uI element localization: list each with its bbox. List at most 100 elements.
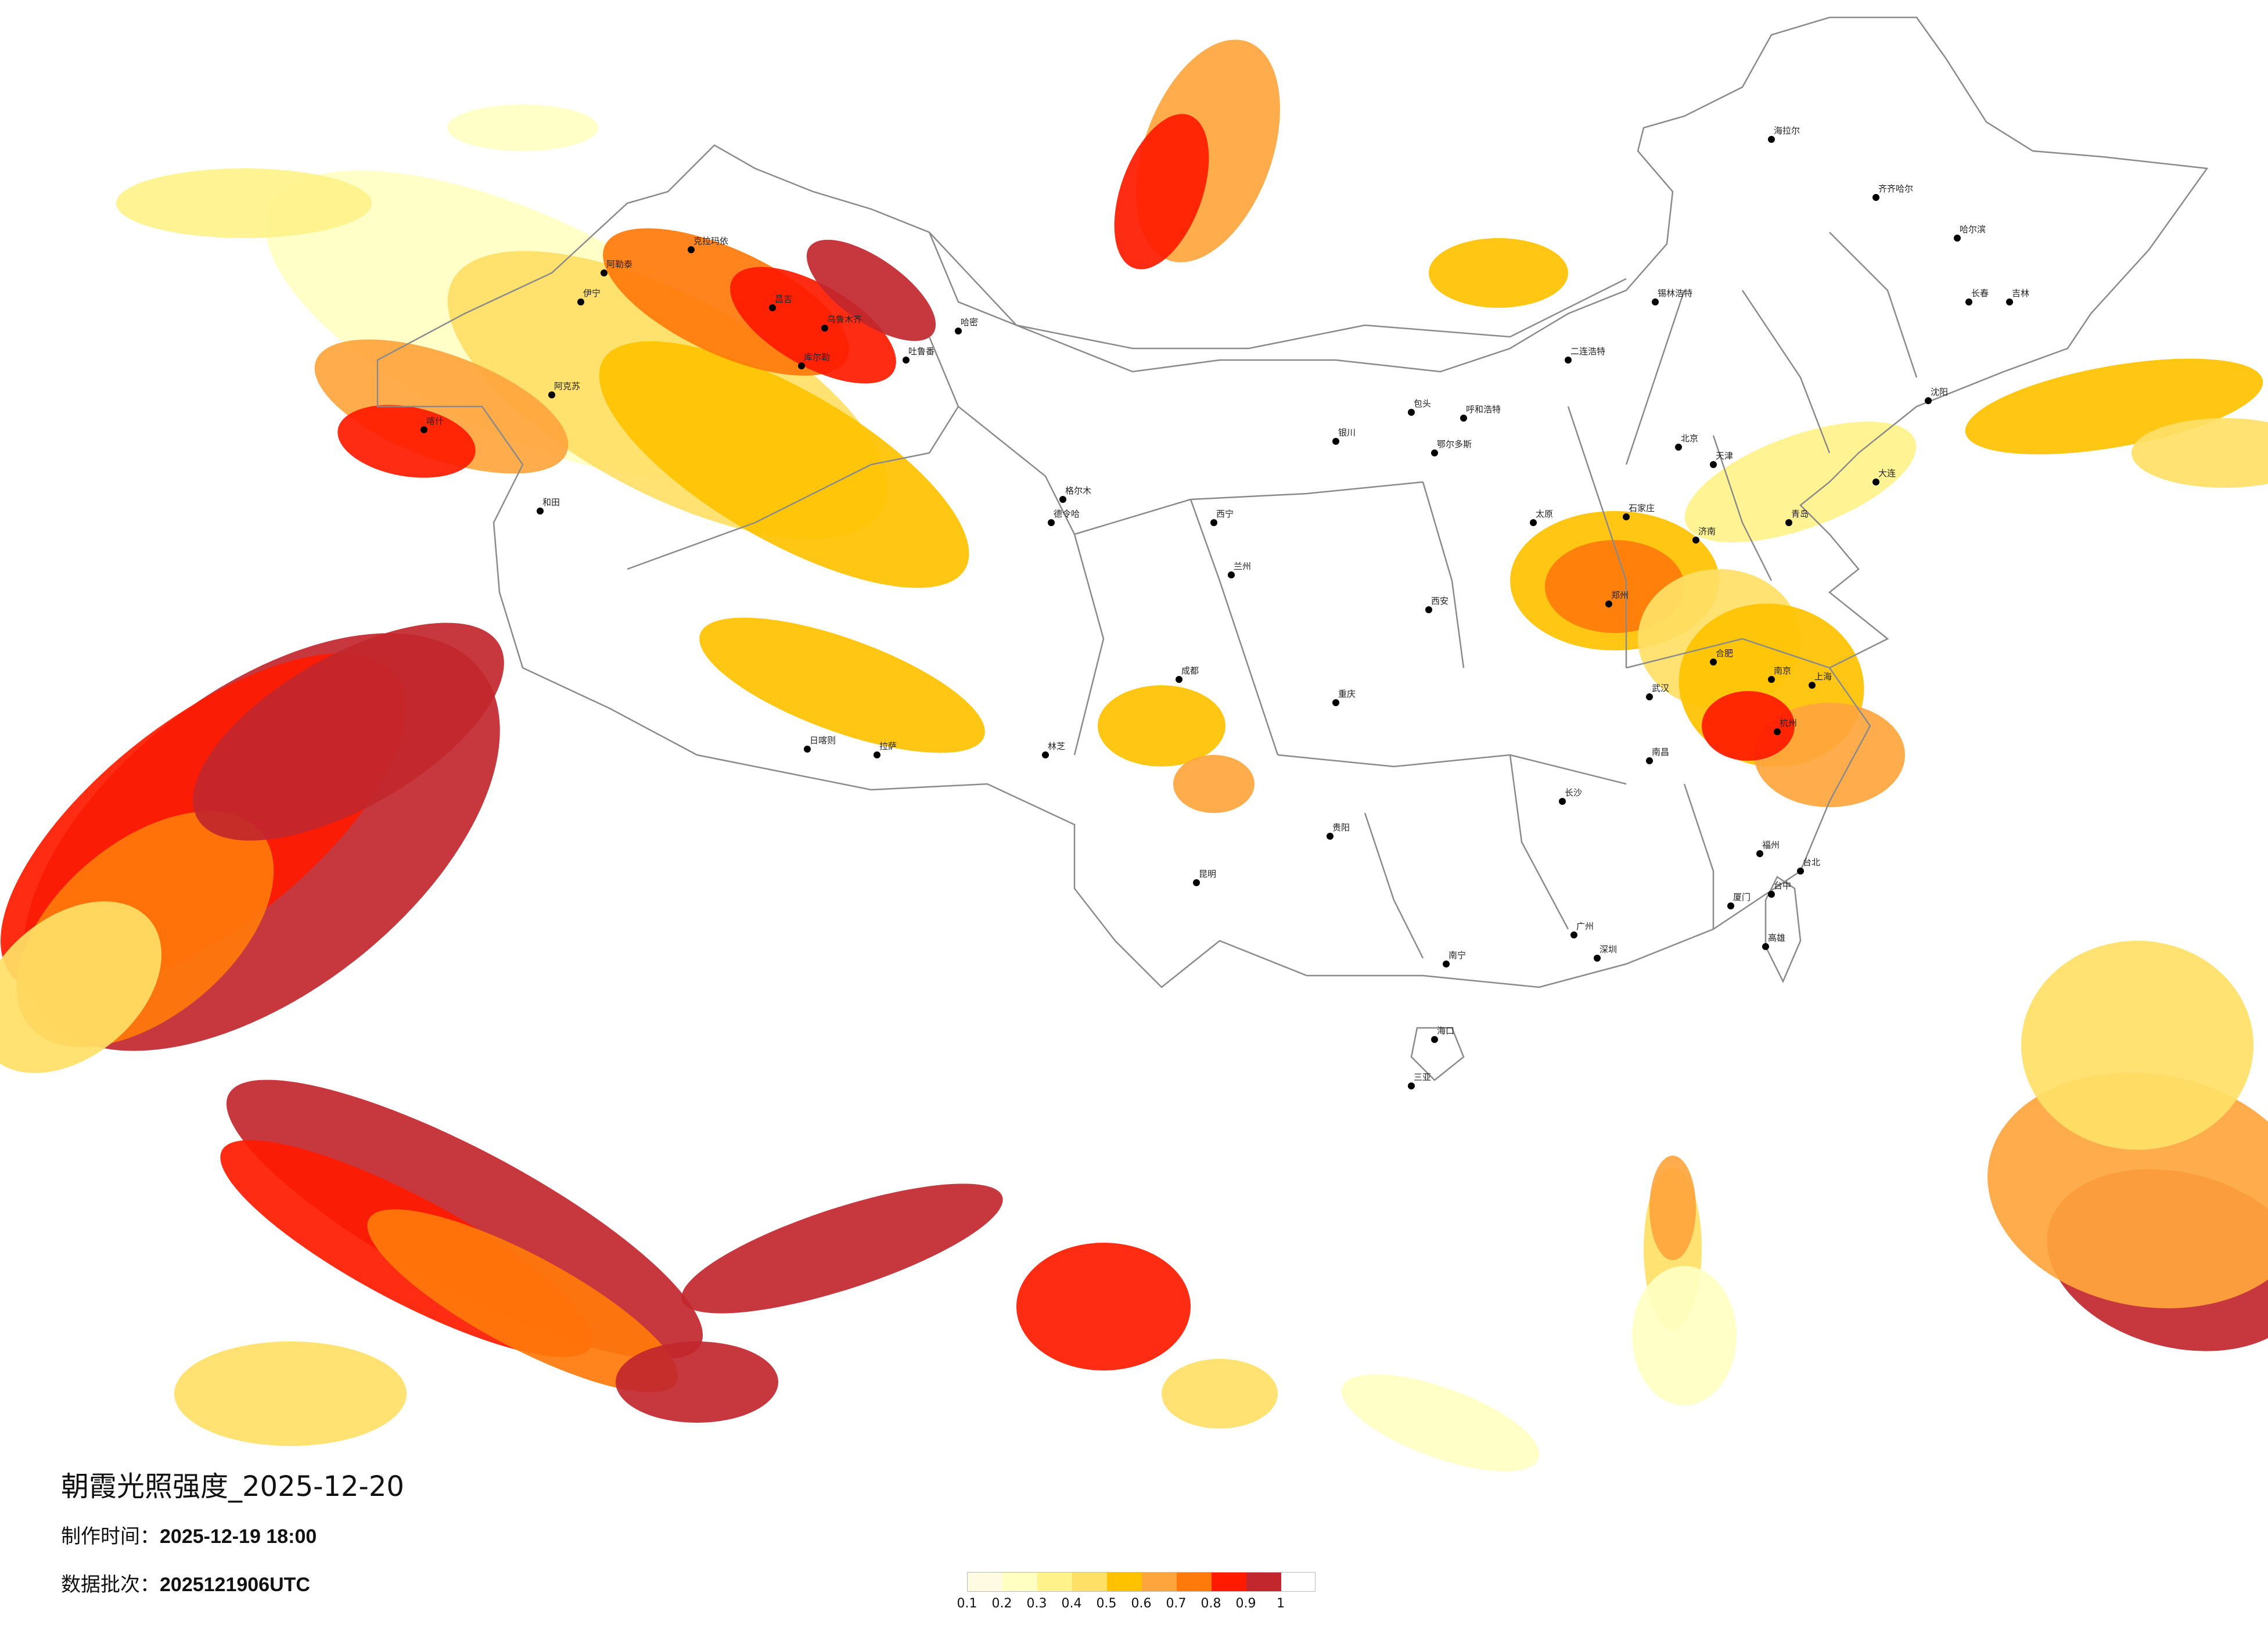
city-dot — [1559, 798, 1566, 805]
city-label: 台北 — [1803, 857, 1820, 868]
intensity-blob — [599, 341, 969, 588]
city-dot — [1443, 961, 1450, 967]
legend-tick-label: 0.1 — [957, 1596, 977, 1611]
city-dot — [1605, 600, 1612, 607]
city-label: 贵阳 — [1332, 822, 1350, 833]
city-dot — [1176, 676, 1182, 683]
intensity-blob — [116, 168, 372, 238]
city-dot — [1756, 850, 1763, 857]
border-line — [627, 406, 959, 570]
border-line — [928, 336, 1076, 535]
intensity-blob — [699, 617, 985, 753]
intensity-blob — [681, 1183, 1003, 1314]
legend-tick-label: 0.5 — [1096, 1596, 1117, 1611]
border-line — [1626, 638, 1830, 669]
city-dot — [1809, 682, 1816, 689]
city-label: 武汉 — [1652, 683, 1669, 693]
city-label: 三亚 — [1414, 1072, 1431, 1082]
border-line — [1683, 783, 1715, 929]
intensity-blob — [1098, 685, 1225, 767]
city-dot — [1059, 496, 1066, 503]
city-dot — [821, 325, 828, 332]
legend-tick-label: 0.6 — [1131, 1596, 1152, 1611]
city-dot — [874, 751, 880, 758]
city-label: 兰州 — [1234, 561, 1251, 571]
border-line — [1741, 290, 1831, 454]
city-dot — [804, 746, 811, 753]
city-dot — [2006, 298, 2013, 305]
border-line — [1277, 754, 1627, 785]
production-time-line: 制作时间：2025-12-19 18:00 — [61, 1520, 404, 1549]
intensity-blob — [616, 1341, 778, 1423]
intensity-blob — [1632, 1266, 1737, 1405]
city-label: 太原 — [1536, 509, 1553, 519]
city-label: 郑州 — [1611, 590, 1629, 600]
city-dot — [1710, 659, 1717, 665]
map-info-block: 朝霞光照强度_2025-12-20 制作时间：2025-12-19 18:00 … — [61, 1463, 404, 1617]
data-batch-label: 数据批次： — [61, 1573, 160, 1596]
intensity-blob — [367, 1209, 678, 1393]
city-dot — [1646, 757, 1653, 764]
city-dot — [1431, 1036, 1438, 1043]
city-label: 高雄 — [1768, 933, 1785, 943]
city-dot — [1768, 136, 1775, 143]
color-legend: 0.1 0.2 0.3 0.4 0.5 0.6 0.7 0.8 0.9 1 — [957, 1572, 1315, 1614]
city-label: 库尔勒 — [804, 352, 830, 362]
city-label: 二连浩特 — [1570, 346, 1605, 357]
intensity-blob — [2132, 418, 2268, 488]
city-dot — [577, 298, 584, 305]
city-dot — [1228, 571, 1235, 578]
data-batch-value: 2025121906UTC — [160, 1574, 310, 1596]
legend-swatch — [1037, 1573, 1072, 1591]
intensity-blob — [1016, 1243, 1191, 1370]
city-label: 吉林 — [2012, 288, 2029, 298]
city-label: 鄂尔多斯 — [1437, 439, 1472, 449]
city-label: 深圳 — [1600, 944, 1617, 955]
city-label: 德令哈 — [1054, 509, 1080, 519]
city-dot — [1408, 1082, 1415, 1089]
city-label: 台中 — [1774, 880, 1791, 891]
city-label: 济南 — [1698, 526, 1716, 537]
city-dot — [688, 246, 695, 253]
city-dot — [1210, 519, 1217, 526]
city-label: 昆明 — [1199, 869, 1216, 879]
city-dot — [1565, 357, 1572, 364]
city-dot — [601, 269, 608, 276]
city-label: 日喀则 — [810, 735, 836, 746]
province-borders — [376, 16, 2209, 1081]
legend-tick-label: 0.4 — [1061, 1596, 1082, 1611]
intensity-blob — [337, 405, 476, 478]
intensity-blob — [1987, 1073, 2268, 1308]
city-label: 齐齐哈尔 — [1878, 184, 1913, 194]
border-line — [1567, 406, 1627, 668]
border-line — [1410, 1027, 1465, 1081]
city-dot — [1646, 693, 1653, 700]
city-label: 阿勒泰 — [606, 259, 632, 269]
city-dot — [1785, 519, 1792, 526]
legend-tick-label: 0.7 — [1166, 1596, 1187, 1611]
production-time-value: 2025-12-19 18:00 — [160, 1526, 317, 1548]
city-label: 合肥 — [1716, 648, 1733, 659]
city-label: 哈尔滨 — [1960, 224, 1986, 235]
border-line — [1073, 534, 1105, 756]
intensity-blob — [0, 901, 161, 1073]
legend-tick-label: 0.8 — [1201, 1596, 1221, 1611]
city-label: 银川 — [1338, 427, 1356, 438]
city-label: 喀什 — [426, 416, 444, 426]
city-dot — [1872, 194, 1879, 201]
border-line — [1625, 290, 1685, 465]
intensity-blob — [1162, 1359, 1278, 1429]
city-label: 拉萨 — [879, 741, 897, 751]
city-dot — [1332, 438, 1339, 445]
city-label: 上海 — [1814, 671, 1832, 682]
intensity-blob — [1429, 238, 1568, 308]
intensity-blob — [1702, 691, 1795, 761]
city-label: 厦门 — [1733, 892, 1751, 902]
border-line — [1189, 499, 1279, 756]
city-label: 天津 — [1716, 451, 1733, 461]
intensity-blob — [1965, 358, 2263, 455]
city-label: 西安 — [1431, 596, 1448, 606]
city-dot — [1727, 902, 1734, 909]
border-line — [929, 232, 1627, 350]
